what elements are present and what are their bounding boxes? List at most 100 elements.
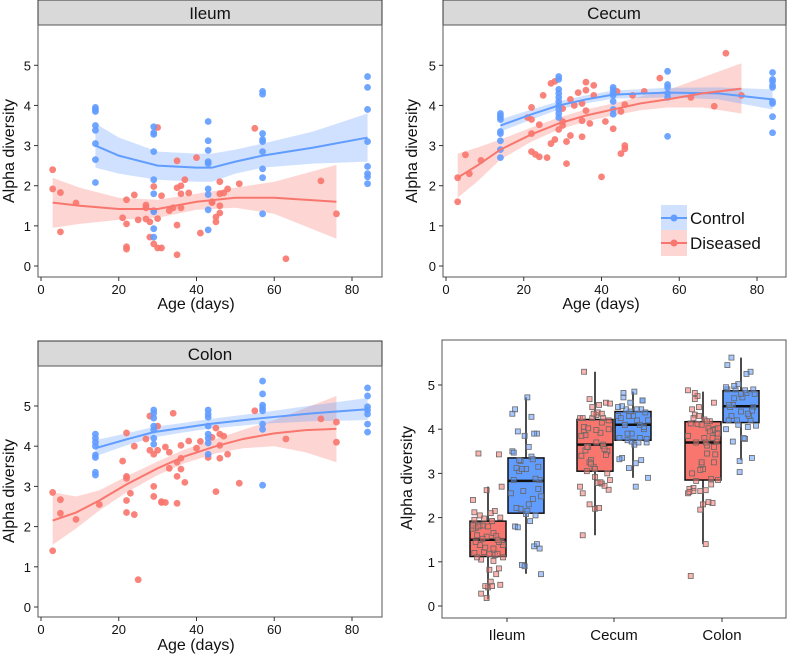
y-tick-label-boxplot: 5 <box>428 378 435 393</box>
y-tick-label-colon: 0 <box>24 600 31 615</box>
jitter-point-diseased-colon <box>705 499 712 506</box>
data-point-control-ileum <box>150 233 158 241</box>
data-point-diseased-ileum <box>57 228 64 236</box>
data-point-diseased-colon <box>95 501 103 508</box>
data-point-control-colon <box>259 420 266 428</box>
legend-label-diseased: Diseased <box>690 234 761 253</box>
data-point-control-cecum <box>497 154 504 162</box>
jitter-point-diseased-ileum <box>475 450 482 457</box>
data-point-control-ileum <box>92 108 99 115</box>
jitter-point-control-ileum <box>514 524 521 531</box>
data-point-control-colon <box>92 442 99 450</box>
jitter-point-control-colon <box>744 410 751 417</box>
x-tick-label-ileum: 80 <box>345 282 359 297</box>
jitter-point-control-cecum <box>616 435 623 441</box>
data-point-diseased-colon <box>162 499 169 506</box>
data-point-diseased-ileum <box>216 209 224 217</box>
data-point-control-ileum <box>259 130 266 137</box>
jitter-point-diseased-ileum <box>470 497 476 503</box>
jitter-point-diseased-colon <box>709 435 716 441</box>
data-point-control-cecum <box>555 75 563 83</box>
jitter-point-control-cecum <box>631 388 638 395</box>
jitter-point-diseased-colon <box>711 459 717 466</box>
y-tick-label-colon: 3 <box>24 479 31 494</box>
data-point-diseased-cecum <box>535 121 543 129</box>
data-point-diseased-colon <box>162 443 169 451</box>
jitter-point-control-cecum <box>620 390 627 396</box>
data-point-control-ileum <box>150 225 158 233</box>
data-point-control-ileum <box>92 179 99 186</box>
jitter-point-control-ileum <box>535 463 542 470</box>
jitter-point-diseased-ileum <box>498 483 505 490</box>
data-point-diseased-ileum <box>146 218 154 226</box>
data-point-diseased-colon <box>185 437 193 445</box>
data-point-diseased-ileum <box>57 189 64 196</box>
data-point-diseased-ileum <box>123 220 130 228</box>
jitter-point-diseased-cecum <box>605 426 612 433</box>
data-point-control-ileum <box>259 174 266 182</box>
jitter-point-diseased-cecum <box>601 446 608 452</box>
data-point-diseased-cecum <box>578 100 586 107</box>
jitter-point-control-ileum <box>525 443 532 450</box>
data-point-diseased-ileum <box>150 183 158 190</box>
jitter-point-control-ileum <box>521 563 528 570</box>
x-tick-label-ileum: 0 <box>37 282 44 297</box>
data-point-control-colon <box>150 434 158 442</box>
data-point-control-colon <box>259 425 266 433</box>
jitter-point-diseased-ileum <box>476 542 483 548</box>
legend: Control Diseased <box>661 205 761 256</box>
jitter-point-control-colon <box>731 382 738 389</box>
x-tick-label-cecum: 0 <box>442 282 449 297</box>
data-point-control-ileum <box>259 138 266 145</box>
data-point-diseased-colon <box>216 454 224 462</box>
data-point-diseased-cecum <box>590 81 598 89</box>
y-tick-label-ileum: 5 <box>24 58 31 73</box>
jitter-point-diseased-cecum <box>579 532 586 539</box>
data-point-control-ileum <box>150 190 158 198</box>
y-tick-label-colon: 5 <box>24 399 31 414</box>
y-tick-label-boxplot: 2 <box>428 511 435 526</box>
data-point-diseased-ileum <box>154 215 162 223</box>
data-point-diseased-ileum <box>49 185 57 193</box>
data-point-diseased-cecum <box>617 150 625 158</box>
data-point-diseased-cecum <box>656 74 664 82</box>
jitter-point-diseased-colon <box>685 432 691 439</box>
data-point-control-colon <box>259 481 266 489</box>
jitter-point-control-colon <box>749 407 755 414</box>
x-axis-title-cecum: Age (days) <box>562 296 639 313</box>
data-point-control-ileum <box>204 185 212 193</box>
data-point-diseased-cecum <box>462 151 469 159</box>
data-point-control-colon <box>259 390 266 398</box>
jitter-point-diseased-ileum <box>490 558 497 564</box>
y-tick-label-ileum: 3 <box>24 139 31 154</box>
strip-cecum <box>442 0 787 26</box>
jitter-point-diseased-colon <box>704 418 710 425</box>
jitter-point-diseased-ileum <box>487 510 494 517</box>
data-point-control-colon <box>204 434 212 442</box>
data-point-diseased-ileum <box>130 191 138 199</box>
jitter-point-diseased-colon <box>691 390 698 396</box>
jitter-point-control-colon <box>734 417 740 424</box>
jitter-point-control-ileum <box>524 394 531 401</box>
jitter-point-control-ileum <box>513 504 520 511</box>
data-point-diseased-ileum <box>185 189 193 197</box>
data-point-diseased-colon <box>333 418 340 426</box>
x-tick-label-cecum: 20 <box>517 282 531 297</box>
jitter-point-diseased-ileum <box>475 523 482 530</box>
jitter-point-diseased-ileum <box>494 536 501 543</box>
data-point-diseased-cecum <box>574 89 582 96</box>
jitter-point-control-ileum <box>527 518 533 525</box>
y-tick-label-cecum: 3 <box>429 139 436 154</box>
y-tick-label-cecum: 1 <box>429 219 436 234</box>
jitter-point-control-cecum <box>632 460 639 467</box>
jitter-point-control-cecum <box>617 415 624 422</box>
data-point-control-ileum <box>150 148 158 156</box>
x-tick-label-cecum: 40 <box>594 282 608 297</box>
jitter-point-diseased-cecum <box>600 415 607 422</box>
data-point-diseased-ileum <box>181 176 189 184</box>
y-tick-label-colon: 4 <box>24 439 31 454</box>
jitter-point-diseased-ileum <box>500 542 506 548</box>
smooth-line-control-colon <box>95 408 368 450</box>
data-point-control-cecum <box>769 69 776 76</box>
jitter-point-diseased-cecum <box>578 432 585 439</box>
